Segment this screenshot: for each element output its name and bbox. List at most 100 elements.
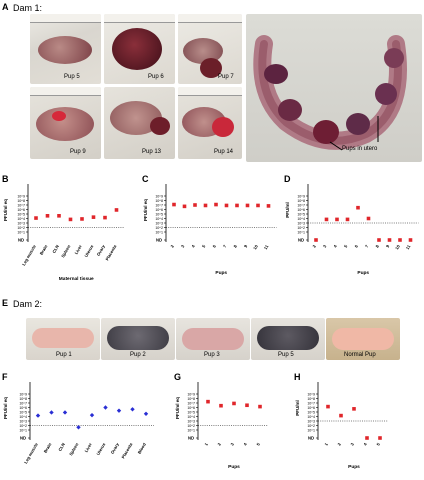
chart-f-y-tick-label: 10^2 [19,424,27,428]
chart-g-point [245,403,249,408]
chart-c-point [182,204,187,209]
chart-c-x-tick-label: 4 [190,243,196,248]
chart-b-x-tick-label: Ovary [96,243,107,256]
chart-h-point [378,436,382,440]
chart-f-x-tick-label: Spleen [68,442,79,457]
chart-c-y-tick-label: 10^9 [155,195,163,199]
photo-pups-in-utero: Pups in utero [246,14,422,162]
chart-f-x-tick-label: Ovary [110,441,121,454]
chart-h-y-tick-label: 10^4 [307,415,315,419]
chart-h-point [365,436,369,440]
caption-pup-6: Pup 6 [148,74,164,80]
chart-b-nd-label: ND [18,238,24,243]
chart-h-x-tick-label: 3 [349,441,355,446]
chart-b-x-tick-label: CLN [51,244,60,254]
chart-d-x-tick-label: 3 [322,243,328,248]
photo-pup-6 [104,14,175,84]
chart-f-y-tick-label: 10^6 [19,406,27,410]
panel-e-letter: E [2,298,9,308]
chart-f-y-tick-label: 10^3 [19,420,27,424]
chart-f-letter: F [2,372,8,382]
chart-c-point [172,202,176,207]
chart-c-xlabel: Pups [215,270,227,276]
chart-h-y-tick-label: 10^2 [307,424,315,428]
chart-d-x-tick-label: 10 [394,243,401,250]
chart-c-y-tick-label: 10^5 [155,213,163,217]
chart-h-y-tick-label: 10^9 [307,393,315,397]
chart-d-point [345,217,350,222]
chart-b-point [114,208,119,212]
chart-d-x-tick-label: 2 [311,243,317,248]
chart-c-letter: C [142,174,149,184]
chart-c-point [193,203,197,207]
caption-pup-14: Pup 14 [214,149,234,155]
chart-d-point [408,238,413,242]
chart-g-y-tick-label: 10^4 [187,415,195,419]
chart-b-ylabel: PFU/ml eq [3,199,8,221]
chart-b-y-tick-label: 10^7 [17,204,25,208]
chart-h-y-tick-label: 10^7 [307,402,315,406]
chart-c-point [214,202,218,207]
photo-e-normal-pup [326,318,400,360]
chart-b-y-tick-label: 10^4 [17,217,25,221]
chart-c-point [224,203,229,208]
chart-g-ylabel: PFU/ml eq [175,397,180,419]
chart-g-y-tick-label: 10^2 [187,424,195,428]
chart-g-x-tick-label: 2 [216,441,222,446]
chart-c-y-tick-label: 10^8 [155,199,163,203]
chart-d-x-tick-label: 7 [364,243,370,248]
panel-a-letter: A [2,2,9,12]
chart-f-point [62,410,68,415]
chart-b-y-tick-label: 10^8 [17,199,25,203]
chart-b-y-tick-label: 10^3 [17,222,25,226]
chart-h-letter: H [294,372,301,382]
chart-g-y-tick-label: 10^8 [187,397,195,401]
chart-c-point [256,203,260,208]
chart-c-y-tick-label: 10^3 [155,222,163,226]
caption-e-pup-2: Pup 2 [130,352,146,358]
chart-g-x-tick-label: 1 [203,441,209,446]
chart-f-point [76,425,81,430]
dam1-title: Dam 1: [13,3,43,13]
chart-c-x-tick-label: 2 [169,243,175,248]
photo-e-pup-2 [101,318,175,360]
chart-d: D 10^910^810^710^610^510^410^310^210^1 ND P… [284,174,419,276]
chart-d-y-tick-label: 10^5 [297,213,305,217]
chart-b-x-tick-label: Spleen [60,244,71,259]
chart-d-y-tick-label: 10^2 [297,226,305,230]
chart-g-y-tick-label: 10^5 [187,411,195,415]
chart-b-x-tick-label: Placenta [104,243,117,261]
chart-h-y-tick-label: 10^5 [307,411,315,415]
chart-g: G 10^910^810^710^610^510^410^310^210^1 ND P… [174,372,268,470]
chart-c-point [266,204,271,208]
chart-b-y-tick-label: 10^9 [17,195,25,199]
chart-h-point [352,407,356,411]
chart-b-point [45,214,50,218]
photo-pup-14 [178,87,242,159]
chart-b-point [68,217,73,222]
photo-e-pup-1 [26,318,100,360]
chart-h-point [326,404,330,409]
chart-b-y-tick-label: 10^1 [17,231,25,235]
chart-b-x-tick-label: Brain [39,244,49,256]
chart-g-x-tick-label: 5 [255,441,261,446]
chart-h-y-tick-label: 10^8 [307,397,315,401]
chart-b-letter: B [2,174,9,184]
caption-e-pup-1: Pup 1 [56,352,72,358]
chart-c-x-tick-label: 5 [201,243,207,248]
caption-pup-7: Pup 7 [218,74,234,80]
chart-f-x-tick-label: Brain [43,442,53,454]
chart-c: C 10^910^810^710^610^510^410^310^210^1 ND P… [142,174,277,276]
chart-c-x-tick-label: 8 [232,243,238,248]
chart-d-point [387,238,392,242]
chart-d-point [356,205,360,210]
chart-b-y-tick-label: 10^5 [17,213,25,217]
chart-b-x-tick-label: Uterus [83,243,94,258]
chart-c-x-tick-label: 9 [243,243,249,248]
caption-pups-in-utero: Pups in utero [342,146,378,152]
caption-pup-9: Pup 9 [70,149,86,155]
chart-h-y-tick-label: 10^6 [307,406,315,410]
chart-g-x-tick-label: 3 [229,441,235,446]
chart-b-point [80,217,84,221]
chart-d-y-tick-label: 10^6 [297,208,305,212]
